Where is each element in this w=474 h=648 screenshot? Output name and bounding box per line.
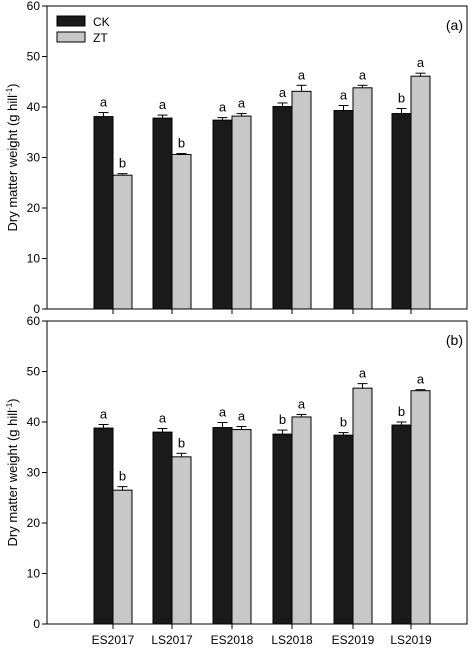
x-tick-label: LS2018: [271, 633, 313, 647]
bar-zt: [171, 456, 192, 625]
legend-label-zt: ZT: [93, 31, 108, 45]
significance-letter: a: [279, 85, 287, 100]
significance-letter: a: [340, 87, 348, 102]
significance-letter: b: [340, 415, 347, 430]
y-axis-label-main: Dry matter weight (g hill: [5, 95, 20, 232]
y-tick-label: 60: [27, 0, 41, 13]
panel-a: 0 10 20 30 40 50 60 Dry matter weight (g hill-1…: [5, 0, 468, 316]
bar-ck: [391, 424, 412, 625]
significance-letter: a: [159, 97, 167, 112]
bar-ck: [212, 427, 233, 625]
bar-zt: [231, 115, 252, 310]
significance-letter: b: [119, 156, 126, 171]
y-tick-label: 40: [27, 100, 41, 114]
y-axis-label: Dry matter weight (g hill-1): [5, 398, 20, 546]
y-axis-label-superscript: -1: [5, 402, 14, 410]
significance-letter: b: [398, 404, 405, 419]
significance-letter: a: [100, 407, 108, 422]
bar-ck: [272, 433, 293, 625]
significance-letter: a: [219, 405, 227, 420]
y-tick-label: 40: [27, 415, 41, 429]
bar-ck: [333, 110, 354, 310]
y-axis-label-main: Dry matter weight (g hill: [5, 410, 20, 547]
bar-ck: [152, 117, 173, 310]
legend-swatch-zt: [56, 31, 86, 43]
legend: CK ZT: [56, 15, 110, 45]
significance-letter: b: [398, 91, 405, 106]
bar-ck: [93, 427, 114, 625]
y-axis-label-close: ): [5, 83, 20, 87]
significance-letter: a: [298, 396, 306, 411]
panel-label: (b): [446, 332, 463, 348]
x-tick-label: LS2017: [151, 633, 193, 647]
legend-swatch-ck: [56, 15, 86, 27]
x-tick-label: ES2018: [211, 633, 254, 647]
y-tick-label: 10: [27, 252, 41, 266]
y-axis-label-close: ): [5, 398, 20, 402]
bar-zt: [291, 416, 312, 625]
significance-letter: b: [178, 135, 185, 150]
bar-ck: [391, 113, 412, 310]
significance-letter: b: [178, 435, 185, 450]
significance-letter: a: [238, 409, 246, 424]
bar-zt: [112, 174, 133, 310]
significance-letter: a: [359, 67, 367, 82]
significance-letter: b: [279, 412, 286, 427]
bar-zt: [352, 87, 373, 310]
bar-zt: [171, 153, 192, 310]
significance-letter: a: [417, 372, 425, 387]
panel-b: 0 10 20 30 40 50 60 Dry matter weight (g hill-1…: [5, 314, 468, 647]
y-tick-label: 20: [27, 201, 41, 215]
bar-ck: [272, 105, 293, 310]
y-axis-label: Dry matter weight (g hill-1): [5, 83, 20, 231]
x-tick-label: LS2019: [390, 633, 432, 647]
y-tick-label: 0: [33, 302, 40, 316]
significance-letter: a: [298, 67, 306, 82]
y-tick-label: 60: [27, 314, 41, 328]
bar-ck: [152, 431, 173, 625]
significance-letter: a: [238, 96, 246, 111]
panel-label: (a): [446, 17, 463, 33]
significance-letter: a: [417, 55, 425, 70]
legend-label-ck: CK: [93, 15, 110, 29]
significance-letter: b: [119, 469, 126, 484]
bar-ck: [212, 119, 233, 310]
y-tick-label: 50: [27, 365, 41, 379]
significance-letter: a: [100, 95, 108, 110]
bar-zt: [410, 75, 431, 310]
bar-ck: [333, 434, 354, 625]
bar-ck: [93, 116, 114, 310]
y-tick-label: 20: [27, 516, 41, 530]
y-tick-label: 30: [27, 466, 41, 480]
x-tick-label: ES2019: [332, 633, 375, 647]
significance-letter: a: [219, 100, 227, 115]
y-axis-label-superscript: -1: [5, 87, 14, 95]
y-tick-label: 50: [27, 50, 41, 64]
significance-letter: a: [359, 366, 367, 381]
y-tick-label: 30: [27, 151, 41, 165]
bar-zt: [352, 387, 373, 625]
x-tick-label: ES2017: [92, 633, 135, 647]
bar-zt: [410, 390, 431, 625]
bar-zt: [112, 489, 133, 625]
y-tick-label: 10: [27, 567, 41, 581]
y-tick-label: 0: [33, 617, 40, 631]
significance-letter: a: [159, 411, 167, 426]
bar-zt: [291, 90, 312, 310]
bar-zt: [231, 429, 252, 625]
